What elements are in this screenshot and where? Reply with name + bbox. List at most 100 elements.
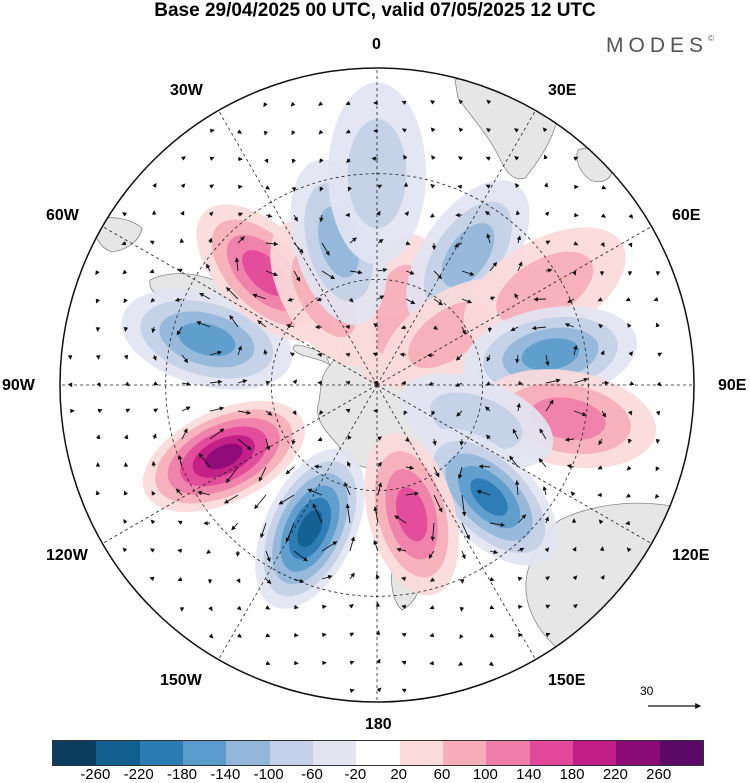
wind-arrow	[149, 269, 155, 274]
wind-arrow	[198, 453, 211, 468]
wind-arrow	[545, 354, 550, 367]
wind-arrow	[224, 494, 239, 504]
wind-arrow	[319, 186, 324, 192]
wind-arrow	[177, 577, 183, 582]
wind-arrow	[307, 488, 323, 496]
wind-arrow	[601, 185, 607, 190]
colorbar	[52, 740, 704, 766]
anomaly-contour	[470, 478, 508, 516]
wind-arrow	[237, 410, 252, 415]
wind-arrow	[345, 129, 351, 134]
wind-arrow	[123, 434, 129, 440]
wind-arrow	[377, 239, 384, 244]
wind-arrow	[153, 381, 159, 386]
wind-arrow	[181, 354, 189, 364]
wind-arrow	[377, 184, 383, 189]
wind-arrow	[371, 156, 379, 161]
lon-label-60w: 60W	[46, 207, 79, 224]
wind-arrow	[375, 573, 380, 580]
wind-arrow	[628, 351, 634, 357]
wind-arrow	[531, 325, 547, 331]
wind-vectors	[67, 99, 663, 694]
meridian-line	[376, 226, 652, 386]
wind-arrow	[151, 326, 156, 334]
wind-arrow	[515, 354, 520, 364]
wind-arrow	[542, 127, 548, 133]
wind-arrow	[655, 322, 660, 328]
wind-arrow	[572, 546, 577, 552]
colorbar-tick-label: -140	[210, 766, 241, 783]
wind-arrow	[545, 378, 561, 384]
meridian-line	[102, 384, 378, 544]
colorbar-cell	[572, 741, 617, 765]
wind-arrow	[599, 546, 605, 552]
lon-label-90w: 90W	[2, 377, 35, 394]
wind-arrow	[627, 322, 632, 328]
wind-arrow	[265, 213, 273, 218]
wind-arrow	[517, 604, 523, 610]
wind-arrow	[431, 154, 436, 160]
wind-arrow	[177, 548, 183, 554]
wind-arrow	[461, 298, 473, 304]
wind-arrow	[458, 661, 464, 667]
wind-arrow	[347, 186, 352, 192]
wind-arrow	[401, 604, 407, 610]
wind-arrow	[517, 576, 523, 582]
wind-arrow	[545, 399, 554, 412]
wind-arrow	[600, 574, 605, 580]
wind-arrow	[401, 632, 407, 638]
wind-arrow	[629, 381, 635, 386]
anomaly-contour	[205, 443, 243, 470]
wind-arrow	[400, 325, 407, 330]
wind-arrow	[265, 241, 279, 247]
brand-logo: MODES©	[606, 34, 714, 58]
wind-arrow	[461, 494, 467, 517]
wind-arrow	[455, 354, 463, 361]
wind-arrow	[346, 158, 351, 164]
wind-arrow	[152, 433, 157, 440]
wind-arrow	[489, 549, 499, 555]
wind-arrow	[209, 184, 215, 189]
wind-arrow	[572, 575, 578, 581]
wind-arrow	[287, 297, 295, 302]
wind-arrow	[197, 490, 211, 496]
wind-arrow	[181, 406, 191, 412]
wind-arrow	[598, 519, 604, 525]
colorbar-cell	[226, 741, 270, 765]
wind-arrow	[655, 466, 660, 472]
reference-vector-label: 30	[640, 684, 654, 698]
colorbar-cell	[486, 741, 530, 765]
colorbar-cell	[356, 741, 400, 765]
wind-arrow	[485, 381, 491, 386]
lon-label-60e: 60E	[672, 207, 701, 224]
wind-arrow	[123, 518, 128, 524]
wind-arrow	[317, 352, 323, 358]
wind-arrow	[377, 436, 383, 441]
wind-arrow	[292, 410, 297, 416]
wind-arrow	[597, 465, 603, 470]
wind-arrow	[123, 490, 128, 496]
wind-arrow	[517, 380, 524, 386]
wind-arrow	[433, 298, 444, 306]
wind-arrow	[454, 242, 463, 248]
wind-arrow	[153, 408, 159, 413]
wind-arrow	[510, 326, 519, 332]
wind-arrow	[293, 550, 308, 562]
wind-arrow	[484, 210, 491, 216]
wind-arrow	[318, 129, 324, 135]
wind-arrow	[96, 382, 101, 388]
wind-arrow	[486, 434, 491, 440]
wind-arrow	[484, 406, 491, 412]
wind-arrow	[545, 268, 553, 273]
wind-arrow	[236, 578, 241, 584]
wind-arrow	[177, 268, 183, 273]
wind-arrow	[123, 326, 129, 332]
lon-label-30w: 30W	[170, 82, 203, 99]
wind-arrow	[517, 514, 527, 524]
wind-arrow	[373, 322, 379, 328]
wind-arrow	[572, 604, 578, 609]
wind-arrow	[209, 406, 225, 412]
wind-arrow	[237, 129, 242, 134]
wind-arrow	[601, 213, 606, 218]
wind-arrow	[627, 438, 633, 444]
